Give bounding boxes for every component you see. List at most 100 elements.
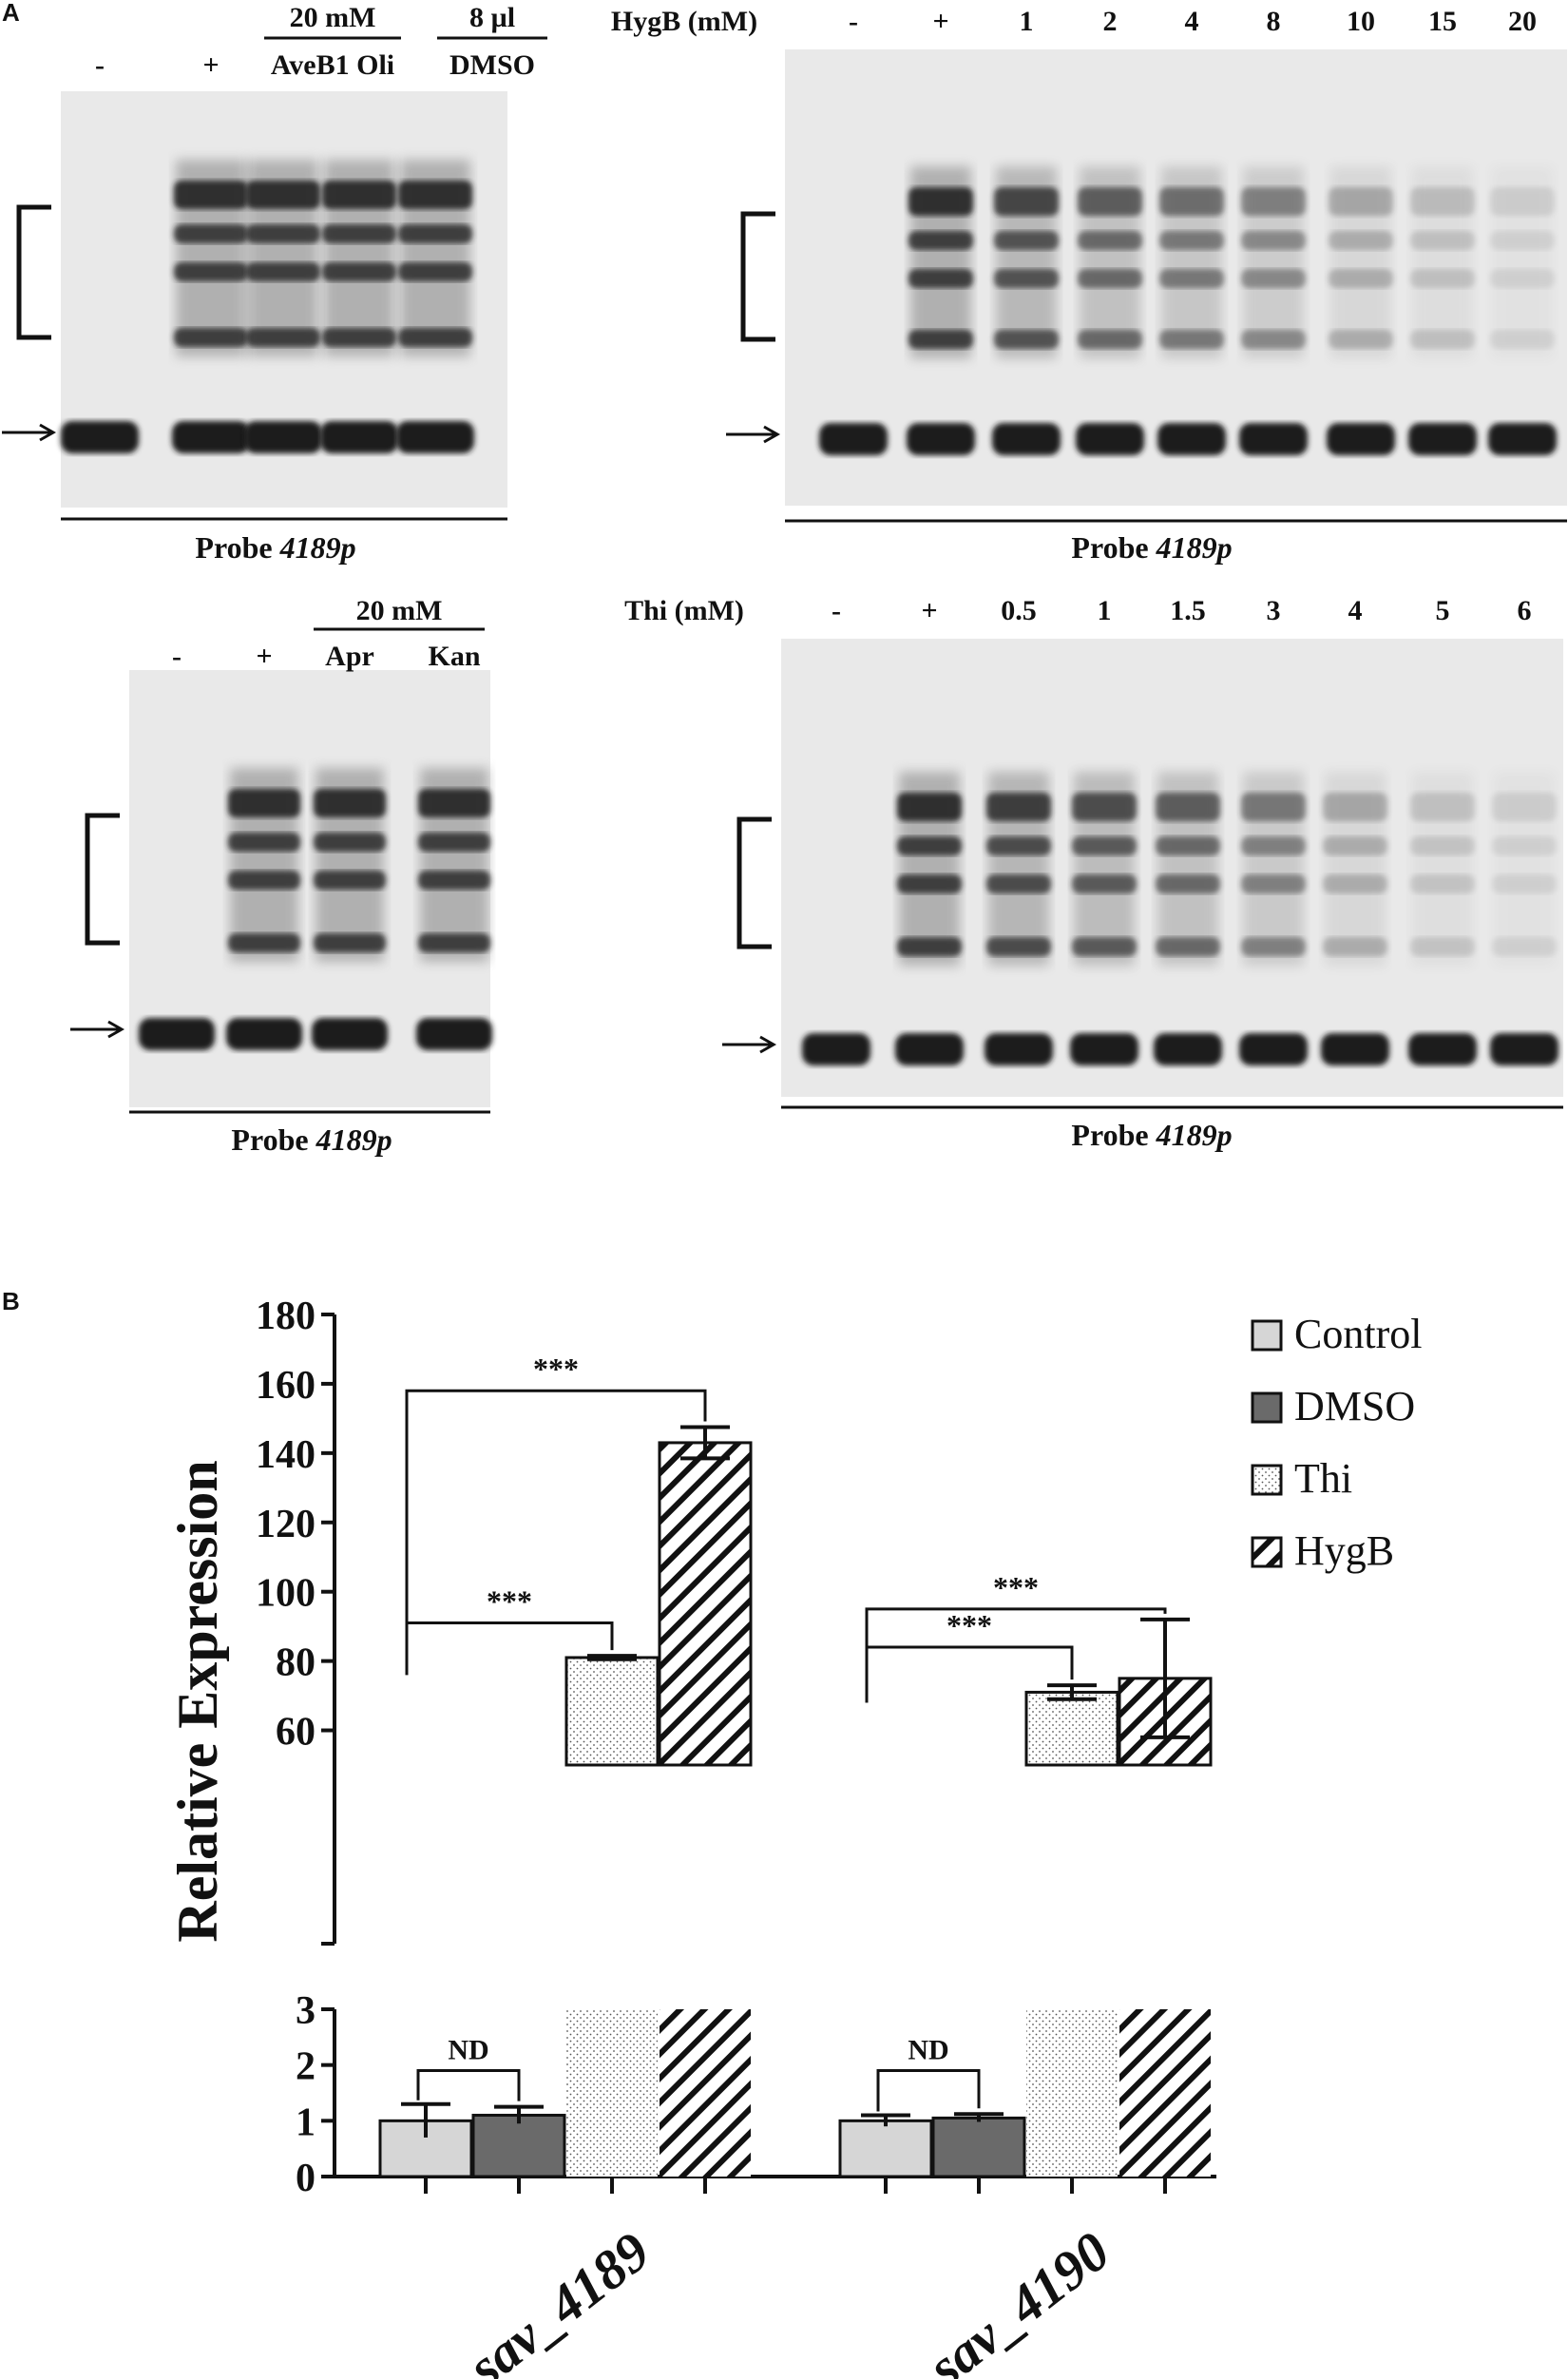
group-header-top: 20 mM <box>356 595 443 626</box>
complex-band <box>1490 231 1555 250</box>
complex-band <box>174 224 248 243</box>
complex-band <box>994 231 1059 250</box>
significance-bracket <box>416 2069 521 2101</box>
lane-label: 0.5 <box>1001 595 1037 626</box>
complex-band <box>986 937 1051 956</box>
complex-band <box>418 871 490 890</box>
complex-band <box>1323 874 1387 893</box>
complex-band <box>1492 937 1557 956</box>
complex-band <box>1072 937 1137 956</box>
complex-band <box>174 181 248 209</box>
complex-band <box>1329 231 1393 250</box>
complex-band <box>1159 231 1224 250</box>
y-tick-label: 80 <box>276 1641 316 1685</box>
complex-band <box>1241 187 1306 216</box>
bar-thi-1-upper <box>1024 1690 1119 1767</box>
complex-band <box>1323 793 1387 821</box>
complex-band <box>994 269 1059 288</box>
probe-label: Probe 4189p <box>231 1122 392 1157</box>
complex-band <box>1241 231 1306 250</box>
complex-band <box>1078 231 1142 250</box>
free-probe-band <box>320 421 398 453</box>
complex-band <box>908 330 973 349</box>
complex-band <box>908 231 973 250</box>
complex-band <box>1410 231 1475 250</box>
bar-dmso-0 <box>471 2113 566 2178</box>
free-probe-band <box>1239 1033 1308 1065</box>
complex-band <box>246 224 320 243</box>
complex-band <box>228 871 300 890</box>
complex-band <box>398 262 472 281</box>
complex-band <box>1159 187 1224 216</box>
probe-name: 4189p <box>1156 1118 1233 1152</box>
complex-band <box>1492 874 1557 893</box>
complex-band <box>1410 937 1475 956</box>
complex-band <box>174 328 248 347</box>
lane-label: Apr <box>325 641 374 672</box>
free-probe-band <box>1490 1033 1558 1065</box>
complex-band <box>228 789 300 817</box>
arrow-head <box>107 1020 125 1039</box>
free-probe-band <box>1070 1033 1138 1065</box>
complex-band <box>174 262 248 281</box>
y-tick-label: 160 <box>256 1364 316 1408</box>
complex-band <box>1156 937 1220 956</box>
significance-label: *** <box>947 1608 992 1642</box>
y-tick-label: 180 <box>256 1295 316 1338</box>
bar-hygb-0-upper <box>658 1441 753 1767</box>
complex-band <box>1159 330 1224 349</box>
panel-a-label: A <box>2 0 20 27</box>
complex-band <box>1241 937 1306 956</box>
free-probe-band <box>1408 1033 1477 1065</box>
group-header-bottom: AveB1 Oli <box>271 49 394 81</box>
complex-band <box>1078 187 1142 216</box>
complex-band <box>1492 836 1557 855</box>
complex-band <box>1492 793 1557 821</box>
gel-3: - + Apr Kan 20 mM Probe 4189p <box>70 595 492 1157</box>
legend-label: Control <box>1294 1311 1422 1357</box>
complex-band <box>1241 836 1306 855</box>
y-tick-label: 60 <box>276 1711 316 1755</box>
complex-band <box>1156 874 1220 893</box>
group-header-top: 8 µl <box>469 2 515 33</box>
free-probe-band <box>802 1033 870 1065</box>
lane-label: 3 <box>1267 595 1281 626</box>
free-probe-band <box>985 1033 1053 1065</box>
free-probe-band <box>1321 1033 1389 1065</box>
complex-band <box>246 262 320 281</box>
complex-band <box>1323 937 1387 956</box>
complex-band <box>994 330 1059 349</box>
category-label: sav_4190 <box>916 2220 1121 2379</box>
legend-swatch-control <box>1251 1319 1283 1352</box>
y-tick-label: 100 <box>256 1572 316 1616</box>
complex-band <box>1490 187 1555 216</box>
free-probe-band <box>819 423 888 455</box>
complex-band <box>314 933 386 952</box>
complex-band <box>1241 269 1306 288</box>
probe-name: 4189p <box>1156 530 1233 565</box>
bar-hygb-1-lower <box>1119 2009 1211 2177</box>
lane-label: 4 <box>1348 595 1363 626</box>
free-probe-band <box>172 421 250 453</box>
complex-band <box>1410 836 1475 855</box>
y-tick-label: 120 <box>256 1503 316 1546</box>
complex-band <box>322 262 396 281</box>
category-label: sav_4189 <box>456 2220 661 2379</box>
legend: Control DMSO Thi HygB <box>1251 1311 1422 1574</box>
complex-band <box>908 187 973 216</box>
lane-label: - <box>832 595 841 626</box>
probe-label: Probe 4189p <box>195 530 355 565</box>
panel-b-label: B <box>2 1287 20 1315</box>
y-axis-label: Relative Expression <box>166 1460 229 1942</box>
complex-band <box>908 269 973 288</box>
free-probe-band <box>1157 423 1226 455</box>
legend-swatch-hygb <box>1251 1536 1283 1568</box>
complex-band <box>314 789 386 817</box>
free-probe-band <box>61 421 139 453</box>
probe-label: Probe 4189p <box>1071 1118 1232 1152</box>
lane-label: + <box>932 6 948 37</box>
bar-thi-0-upper <box>564 1656 660 1767</box>
complex-band <box>1078 269 1142 288</box>
complex-band <box>1072 836 1137 855</box>
complex-band <box>398 181 472 209</box>
